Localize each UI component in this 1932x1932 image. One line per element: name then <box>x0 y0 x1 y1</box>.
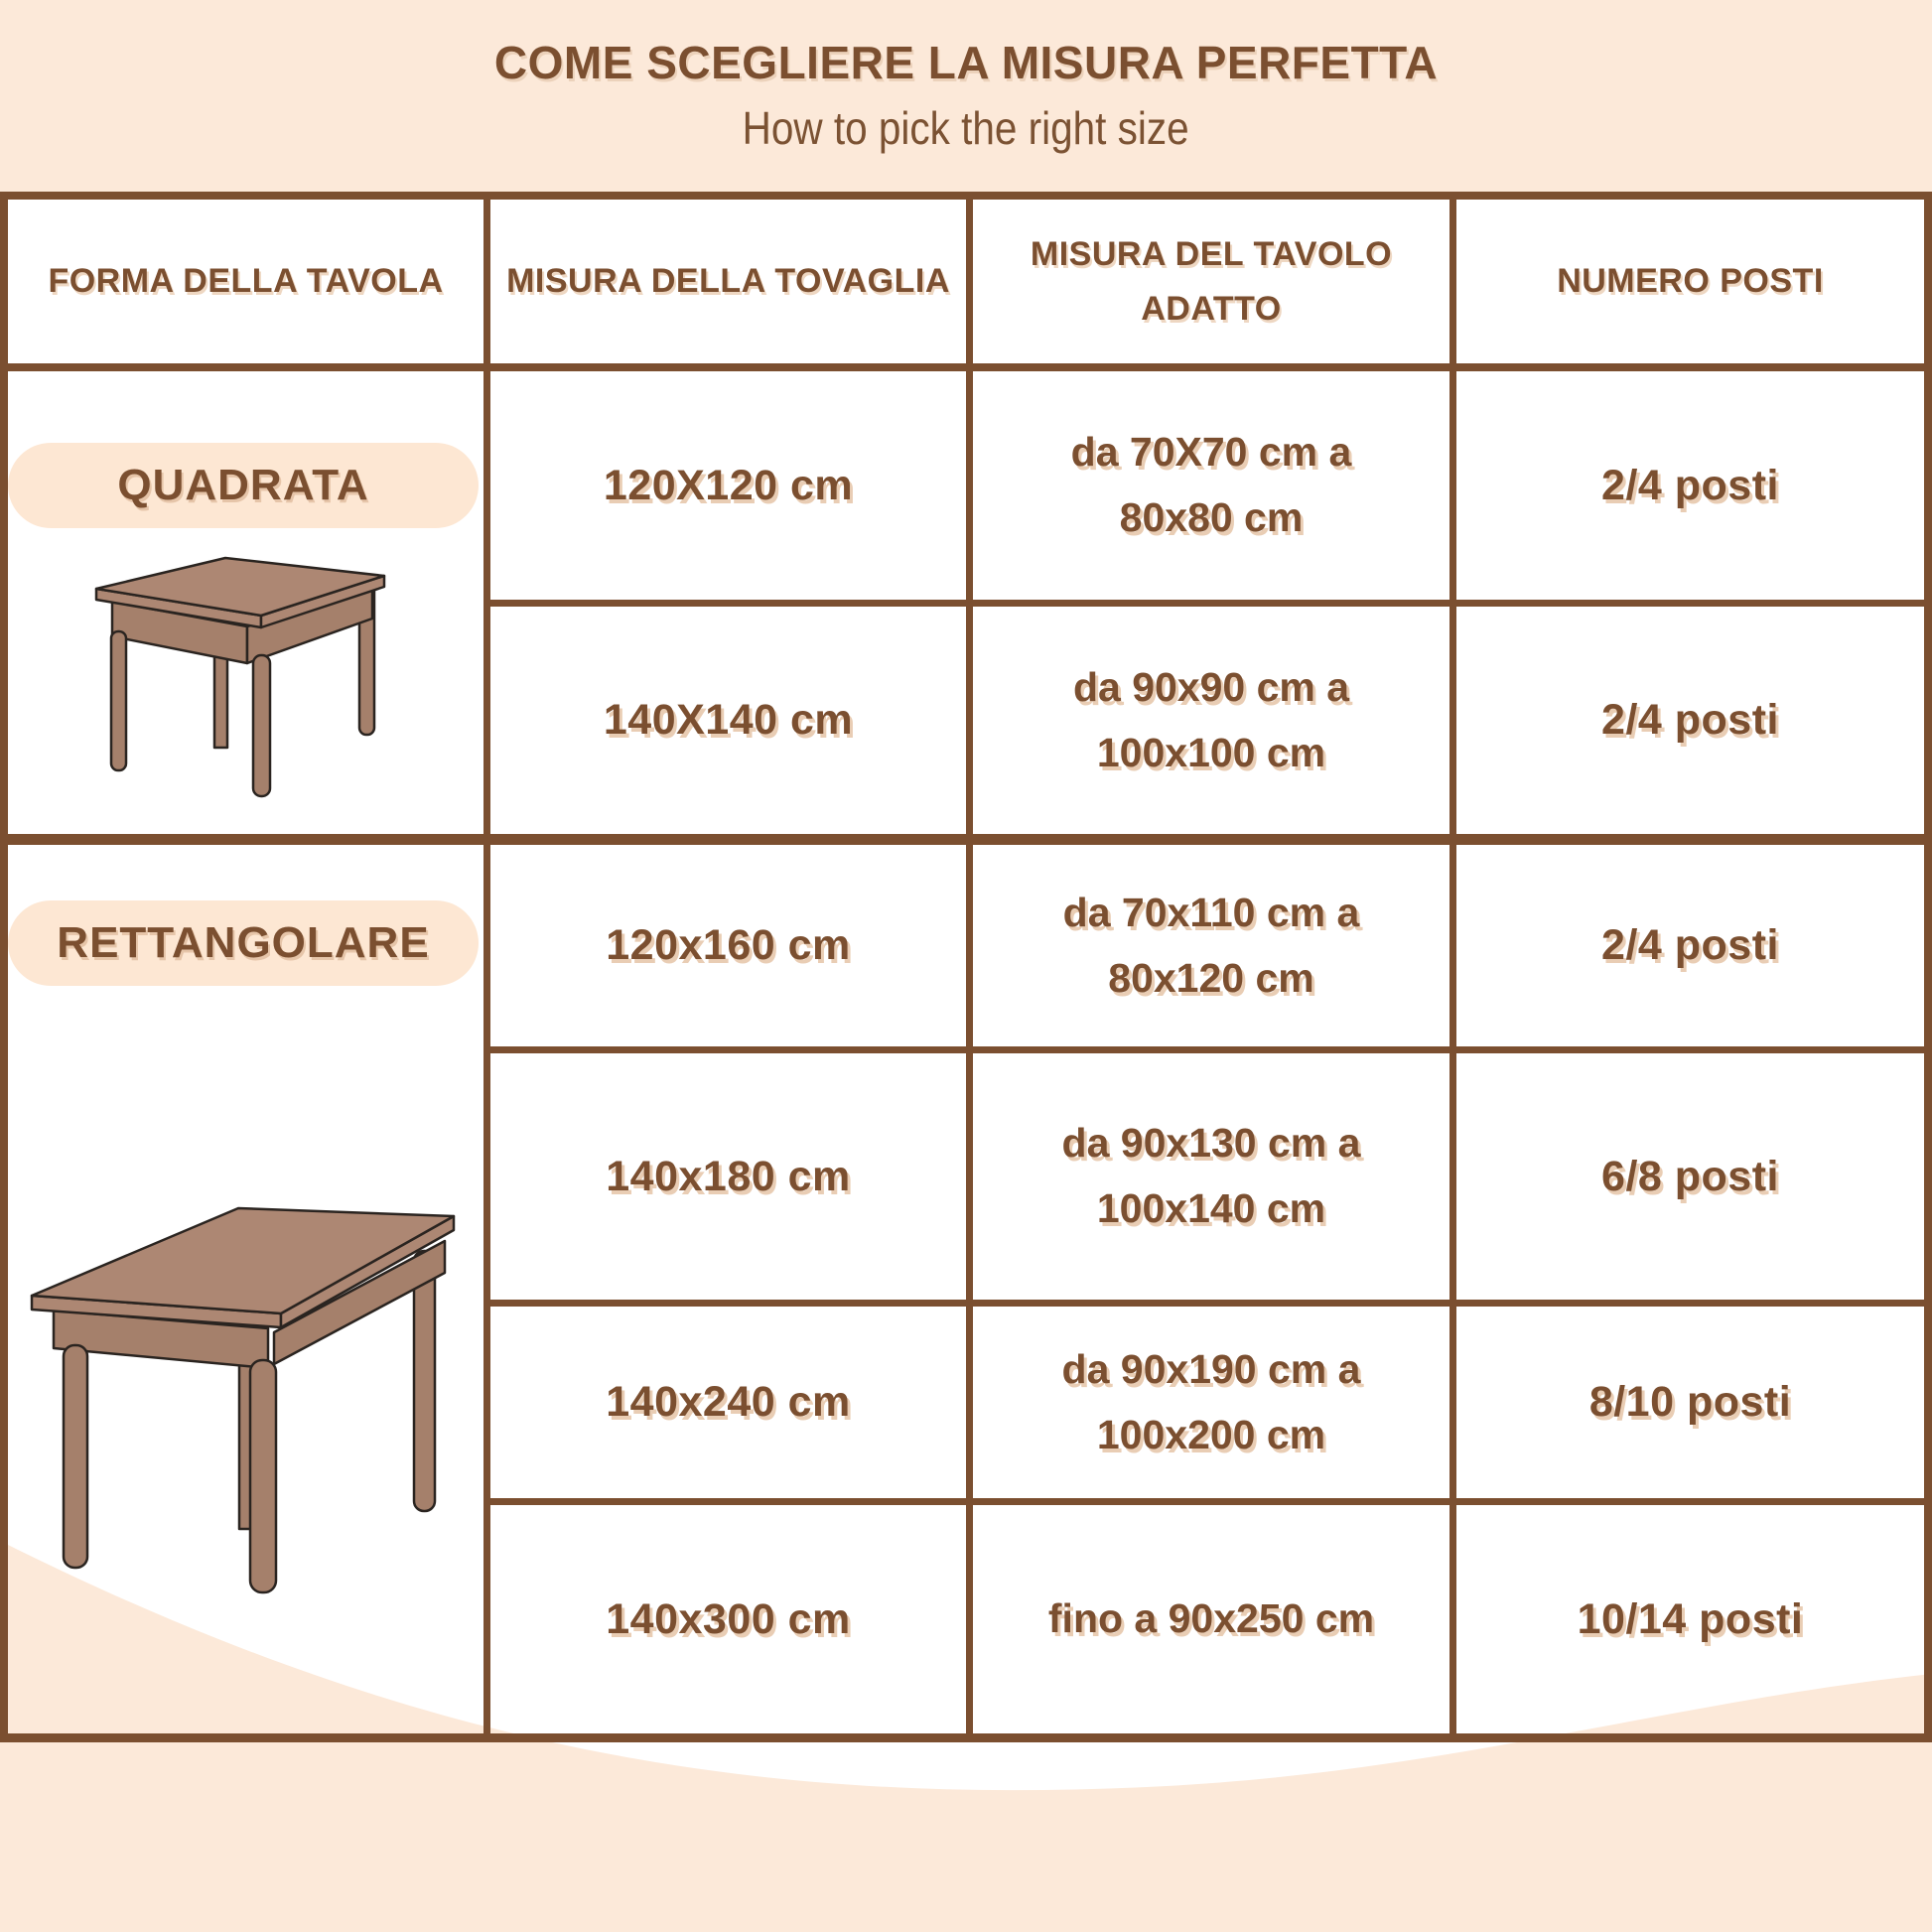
cell-tovaglia-row2: 140X140 cm <box>603 696 854 744</box>
cell-posti-row3: 2/4 posti <box>1601 921 1779 969</box>
cell-posti-row6: 10/14 posti <box>1577 1594 1804 1643</box>
header-misura-della-tovaglia: MISURA DELLA TOVAGLIA <box>506 262 950 301</box>
grid-line-col1-col2 <box>483 192 490 1742</box>
cell-tavolo-row4: da 90x130 cm a 100x140 cm <box>1061 1120 1361 1231</box>
grid-line-left <box>0 192 8 1742</box>
cell-tavolo-row2: da 90x90 cm a 100x100 cm <box>1072 663 1350 775</box>
cell-tovaglia-row6: 140x300 cm <box>606 1594 851 1643</box>
cell-tovaglia-row3: 120x160 cm <box>606 921 851 969</box>
square-table-illustration <box>94 556 386 798</box>
cell-tovaglia-row1: 120X120 cm <box>603 461 854 509</box>
cell-posti-row1: 2/4 posti <box>1601 461 1779 509</box>
cell-tovaglia-row5: 140x240 cm <box>606 1378 851 1426</box>
cell-tovaglia-row4: 140x180 cm <box>606 1152 851 1200</box>
grid-line-col2-col3 <box>966 192 973 1742</box>
page-title: COME SCEGLIERE LA MISURA PERFETTA <box>493 37 1439 88</box>
cell-tavolo-row5: da 90x190 cm a 100x200 cm <box>1061 1345 1361 1457</box>
grid-line-row4-row5 <box>483 1300 1932 1307</box>
cell-posti-row4: 6/8 posti <box>1601 1152 1779 1200</box>
header-misura-del-tavolo-adatto: MISURA DEL TAVOLO ADATTO <box>1030 235 1393 328</box>
cell-posti-row5: 8/10 posti <box>1588 1378 1792 1426</box>
cell-tavolo-row1: da 70X70 cm a 80x80 cm <box>1070 429 1352 540</box>
grid-line-row5-row6 <box>483 1498 1932 1505</box>
grid-line-col3-col4 <box>1449 192 1456 1742</box>
header-forma-della-tavola: FORMA DELLA TAVOLA <box>48 262 444 301</box>
grid-line-right <box>1924 192 1932 1742</box>
grid-line-row3-row4 <box>483 1046 1932 1053</box>
page-subtitle: How to pick the right size <box>743 102 1189 154</box>
shape-pill-quadrata-label: QUADRATA <box>117 461 369 509</box>
rectangular-table-illustration <box>30 1206 456 1594</box>
shape-pill-rettangolare: RETTANGOLARE <box>8 900 479 986</box>
cell-posti-row2: 2/4 posti <box>1601 696 1779 744</box>
grid-line-row1-row2 <box>483 600 1932 607</box>
cell-tavolo-row3: da 70x110 cm a 80x120 cm <box>1062 889 1360 1001</box>
header-numero-posti: NUMERO POSTI <box>1557 262 1824 301</box>
shape-pill-rettangolare-label: RETTANGOLARE <box>57 918 430 967</box>
cell-tavolo-row6: fino a 90x250 cm <box>1047 1595 1375 1642</box>
shape-pill-quadrata: QUADRATA <box>8 443 479 528</box>
